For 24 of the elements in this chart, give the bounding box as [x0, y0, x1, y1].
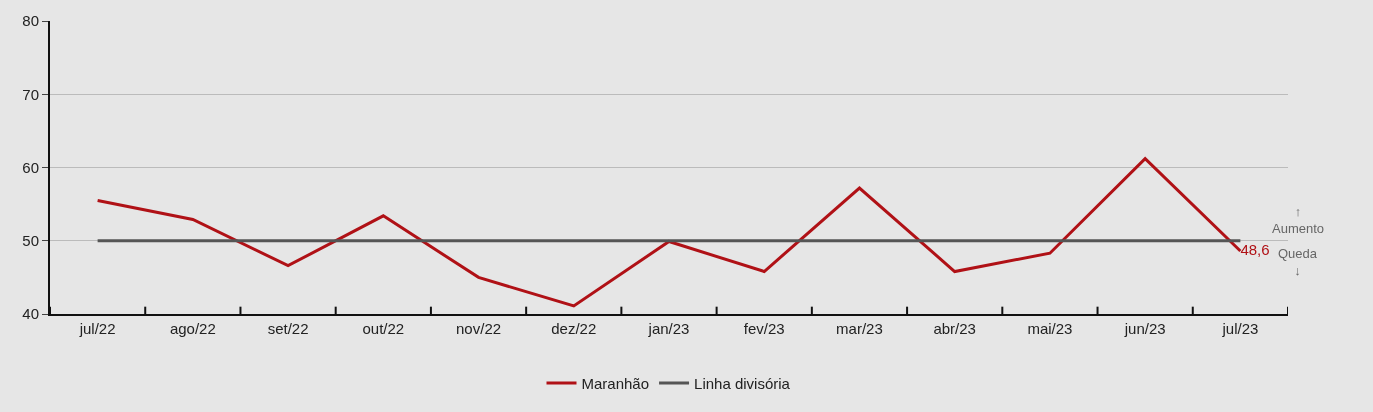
y-tick-label: 60: [22, 158, 39, 176]
y-tick-label: 70: [22, 85, 39, 103]
x-tick-label: jul/23: [1221, 320, 1259, 337]
legend-label: Linha divisória: [694, 374, 791, 392]
data-label: 48,6: [1240, 240, 1270, 258]
y-tick-label: 80: [22, 12, 39, 30]
y-tick-label: 40: [22, 305, 39, 323]
x-tick-label: ago/22: [169, 320, 216, 337]
x-tick-label: jun/23: [1123, 320, 1166, 337]
x-tick-label: out/22: [362, 320, 405, 337]
x-tick-label: set/22: [267, 320, 309, 337]
annotation: Queda ↓: [1278, 246, 1318, 278]
x-tick-label: jul/22: [78, 320, 116, 337]
x-tick-label: abr/23: [933, 320, 976, 337]
x-tick-label: dez/22: [551, 320, 597, 337]
line-series: [96, 157, 1242, 308]
x-tick-label: nov/22: [456, 320, 502, 337]
annotation: ↑ Aumento: [1272, 204, 1325, 236]
y-tick-label: 50: [22, 232, 39, 249]
x-tick-label: mar/23: [836, 320, 883, 337]
x-tick-label: fev/23: [743, 320, 785, 337]
legend-label: Maranhão: [581, 374, 650, 392]
x-tick-label: jan/23: [647, 320, 690, 337]
x-tick-label: mai/23: [1027, 320, 1073, 337]
